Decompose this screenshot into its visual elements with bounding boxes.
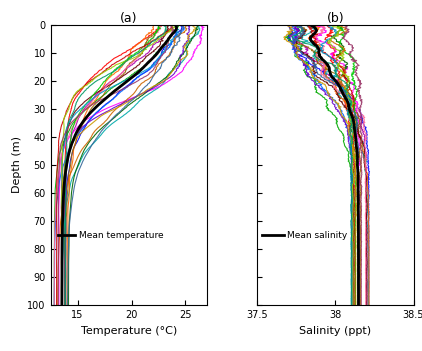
Text: Mean temperature: Mean temperature — [78, 231, 163, 240]
X-axis label: Temperature (°C): Temperature (°C) — [81, 326, 177, 336]
Title: (b): (b) — [327, 12, 344, 25]
X-axis label: Salinity (ppt): Salinity (ppt) — [299, 326, 371, 336]
Title: (a): (a) — [120, 12, 138, 25]
Y-axis label: Depth (m): Depth (m) — [12, 137, 22, 193]
Text: Mean salinity: Mean salinity — [287, 231, 347, 240]
